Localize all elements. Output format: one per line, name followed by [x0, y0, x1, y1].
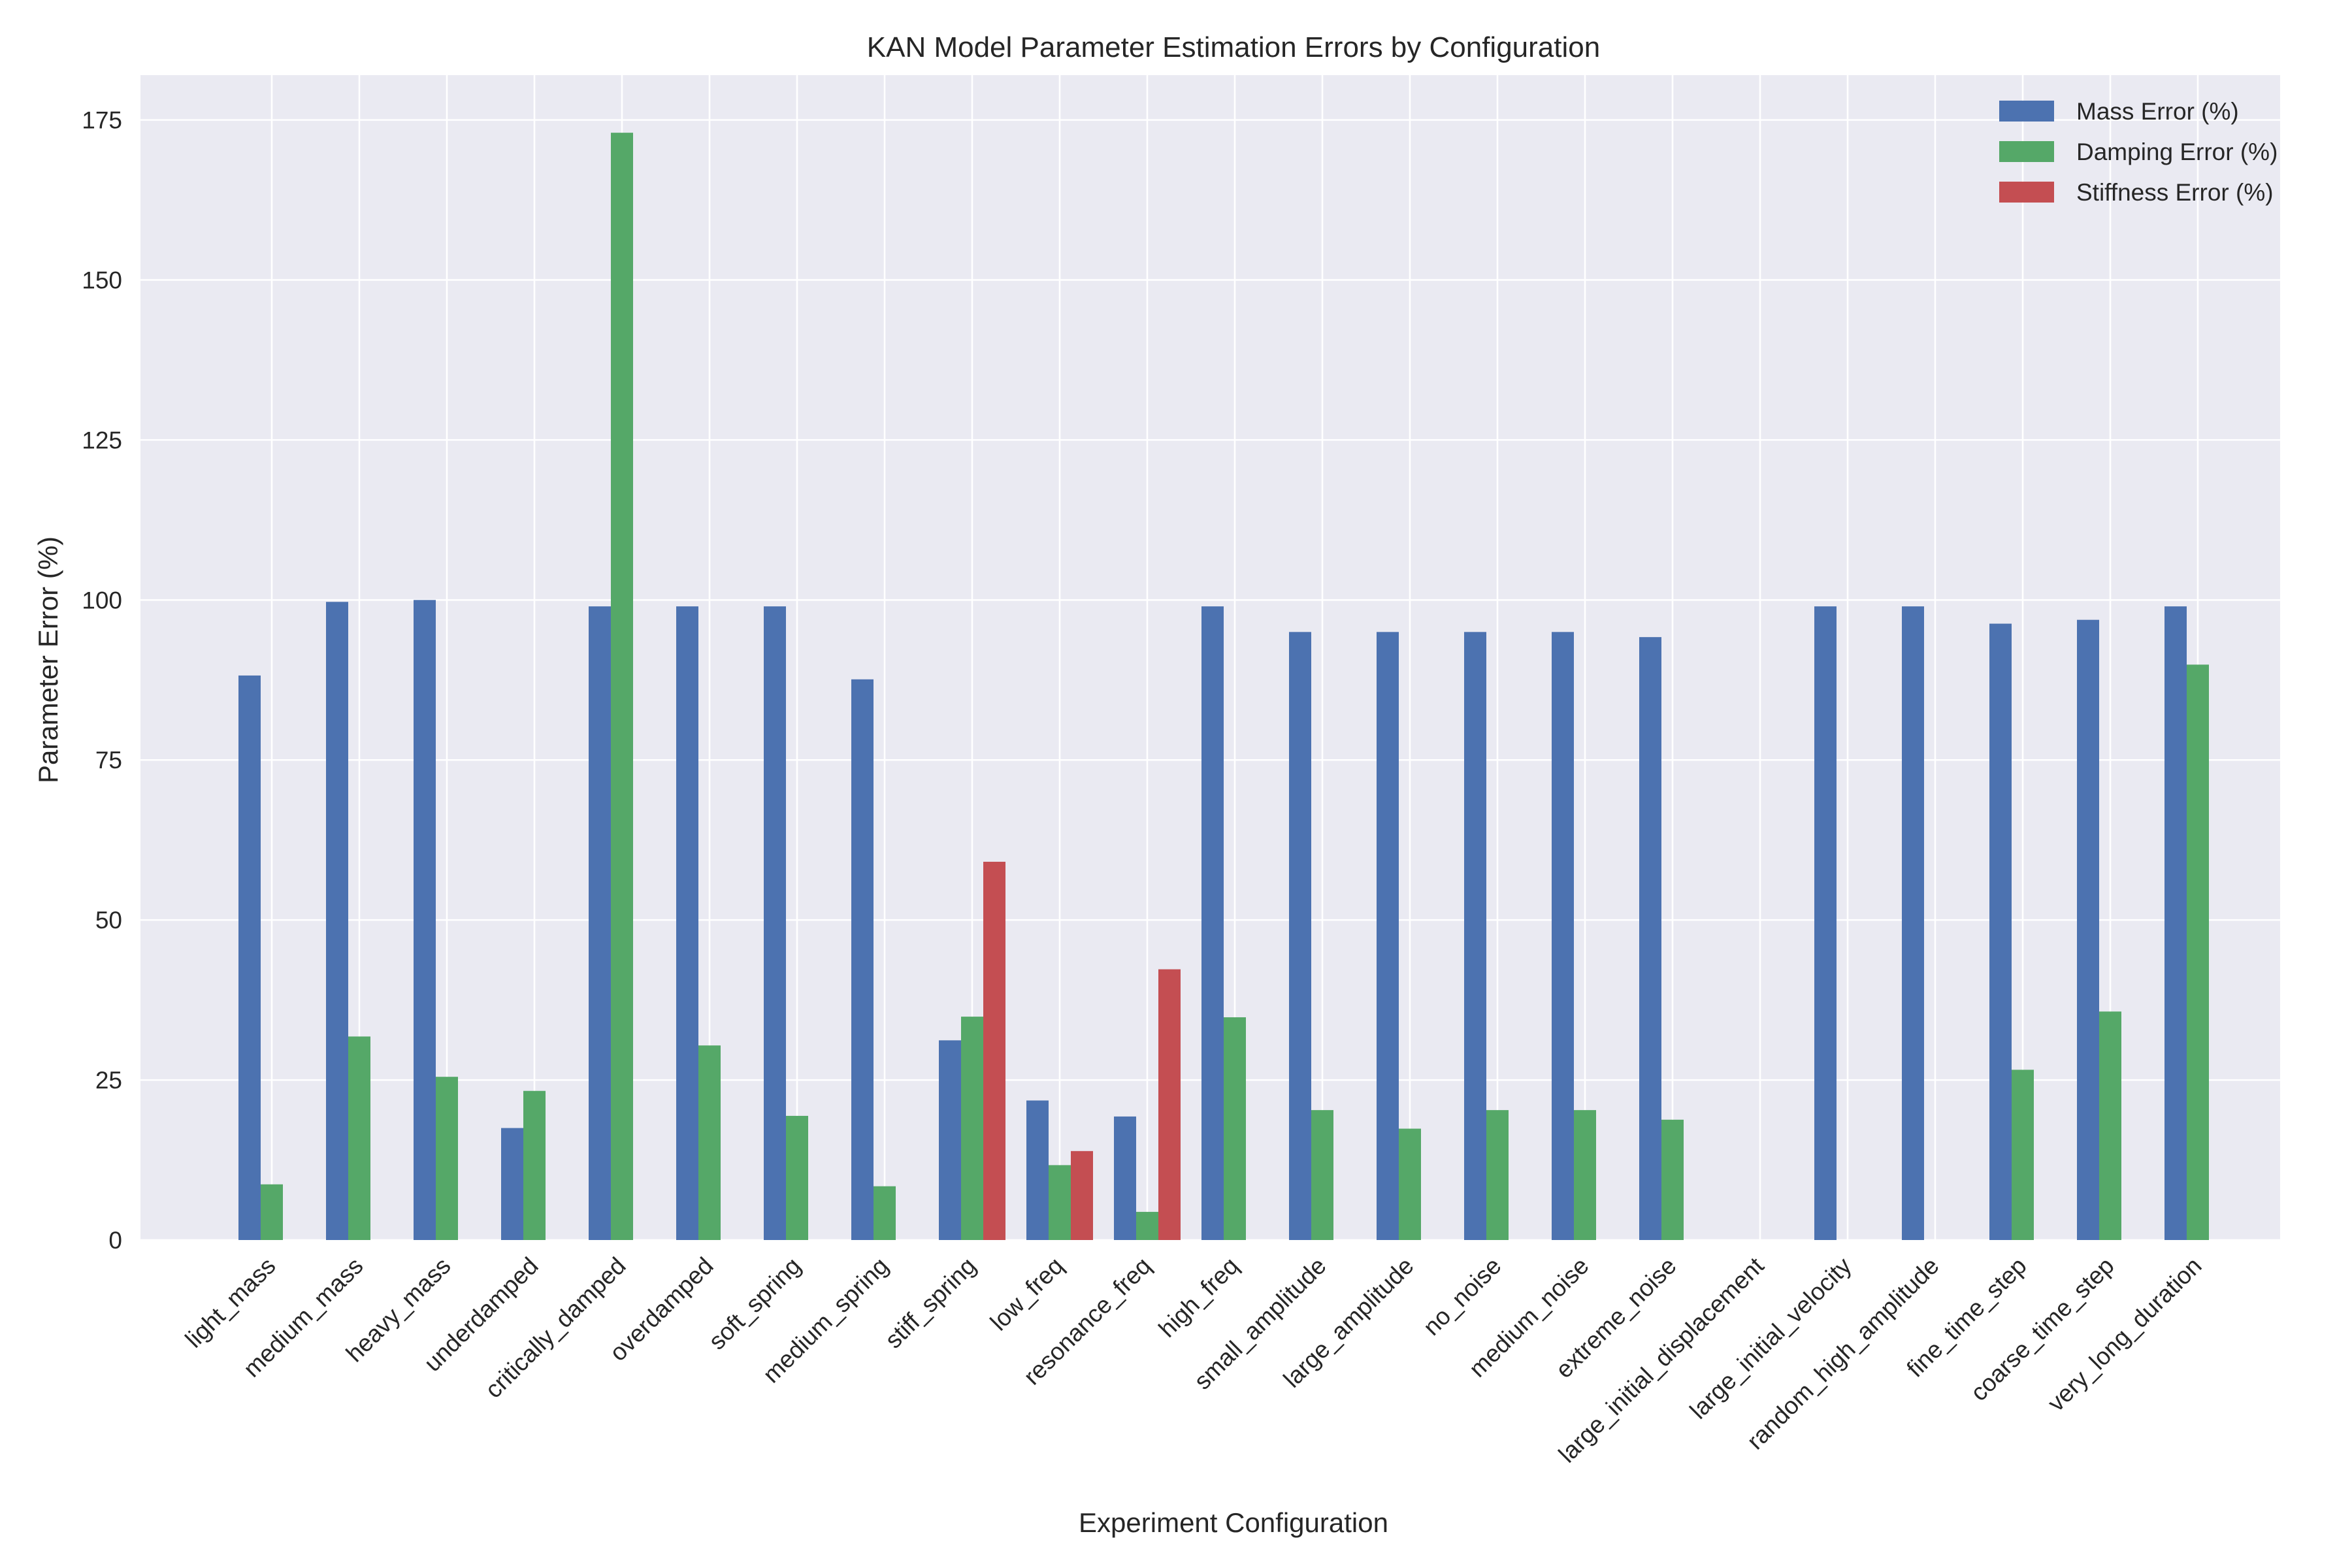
- y-tick-label: 125: [82, 427, 122, 453]
- x-axis-label: Experiment Configuration: [1079, 1507, 1388, 1538]
- y-tick-label: 0: [108, 1227, 122, 1254]
- bar-damping: [1311, 1110, 1333, 1240]
- bar-stiffness: [1071, 1151, 1093, 1240]
- bar-damping: [786, 1115, 808, 1240]
- bar-mass: [1902, 606, 1924, 1240]
- y-axis-ticks: 0 25 50 75 100 125 150 175: [82, 107, 122, 1254]
- bar-damping: [961, 1017, 983, 1240]
- bar-damping: [1049, 1165, 1071, 1240]
- bar-damping: [348, 1036, 370, 1240]
- bar-stiffness: [1158, 969, 1181, 1240]
- bar-mass: [414, 600, 436, 1240]
- x-tick-label: low_freq: [985, 1252, 1069, 1336]
- bar-mass: [1026, 1100, 1049, 1240]
- bar-damping: [2187, 664, 2209, 1240]
- bar-damping: [698, 1045, 721, 1240]
- bar-mass: [501, 1128, 523, 1240]
- bar-mass: [1464, 632, 1486, 1240]
- bar-damping: [1224, 1017, 1246, 1240]
- y-tick-label: 175: [82, 107, 122, 134]
- bar-damping: [1574, 1110, 1596, 1240]
- bar-mass: [589, 606, 611, 1240]
- x-tick-label: no_noise: [1418, 1252, 1506, 1341]
- bar-mass: [1639, 637, 1661, 1240]
- x-tick-label: high_freq: [1154, 1252, 1244, 1343]
- bar-mass: [764, 606, 786, 1240]
- x-axis-ticks: light_massmedium_massheavy_massunderdamp…: [180, 1252, 2207, 1468]
- y-tick-label: 75: [95, 747, 122, 774]
- x-tick-label: large_initial_velocity: [1685, 1252, 1857, 1424]
- bar-damping: [1486, 1110, 1509, 1240]
- y-axis-label: Parameter Error (%): [33, 536, 63, 783]
- y-tick-label: 50: [95, 907, 122, 934]
- bar-stiffness: [983, 862, 1005, 1240]
- bar-damping: [436, 1077, 458, 1240]
- x-tick-label: stiff_spring: [880, 1252, 981, 1354]
- bar-mass: [1552, 632, 1574, 1240]
- legend-swatch: [1999, 141, 2054, 162]
- bar-mass: [1114, 1116, 1136, 1240]
- bar-damping: [1136, 1211, 1158, 1240]
- legend: Mass Error (%) Damping Error (%) Stiffness…: [1999, 98, 2278, 206]
- bar-damping: [611, 133, 633, 1241]
- bar-mass: [238, 675, 261, 1240]
- bar-mass: [1989, 623, 2012, 1240]
- bar-mass: [326, 602, 348, 1240]
- bar-mass: [2077, 619, 2099, 1240]
- y-tick-label: 150: [82, 267, 122, 293]
- legend-label: Stiffness Error (%): [2076, 179, 2274, 206]
- legend-label: Mass Error (%): [2076, 98, 2239, 125]
- bar-mass: [676, 606, 698, 1240]
- bar-damping: [523, 1090, 546, 1240]
- legend-label: Damping Error (%): [2076, 139, 2278, 165]
- bar-damping: [1399, 1128, 1421, 1240]
- bar-mass: [2164, 606, 2187, 1240]
- legend-swatch: [1999, 182, 2054, 203]
- chart-title: KAN Model Parameter Estimation Errors by…: [867, 31, 1600, 63]
- bar-damping: [261, 1184, 283, 1240]
- bar-mass: [1814, 606, 1837, 1240]
- bar-mass: [1377, 632, 1399, 1240]
- bar-damping: [1661, 1119, 1684, 1240]
- legend-swatch: [1999, 101, 2054, 122]
- x-tick-label: very_long_duration: [2042, 1252, 2207, 1417]
- y-tick-label: 100: [82, 587, 122, 613]
- bar-mass: [1201, 606, 1224, 1240]
- bar-mass: [851, 679, 874, 1240]
- y-tick-label: 25: [95, 1067, 122, 1094]
- bar-damping: [2012, 1070, 2034, 1240]
- bar-mass: [1289, 632, 1311, 1240]
- bar-mass: [939, 1040, 961, 1240]
- bar-damping: [2099, 1011, 2121, 1240]
- x-tick-label: coarse_time_step: [1965, 1252, 2119, 1406]
- bars: [238, 133, 2209, 1241]
- bar-damping: [874, 1186, 896, 1240]
